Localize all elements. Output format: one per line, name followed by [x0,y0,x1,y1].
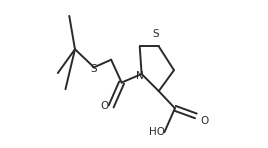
Text: O: O [201,116,209,126]
Text: S: S [91,64,97,74]
Text: HO: HO [150,127,165,137]
Text: O: O [100,101,108,111]
Text: S: S [152,29,159,39]
Text: N: N [136,71,144,81]
